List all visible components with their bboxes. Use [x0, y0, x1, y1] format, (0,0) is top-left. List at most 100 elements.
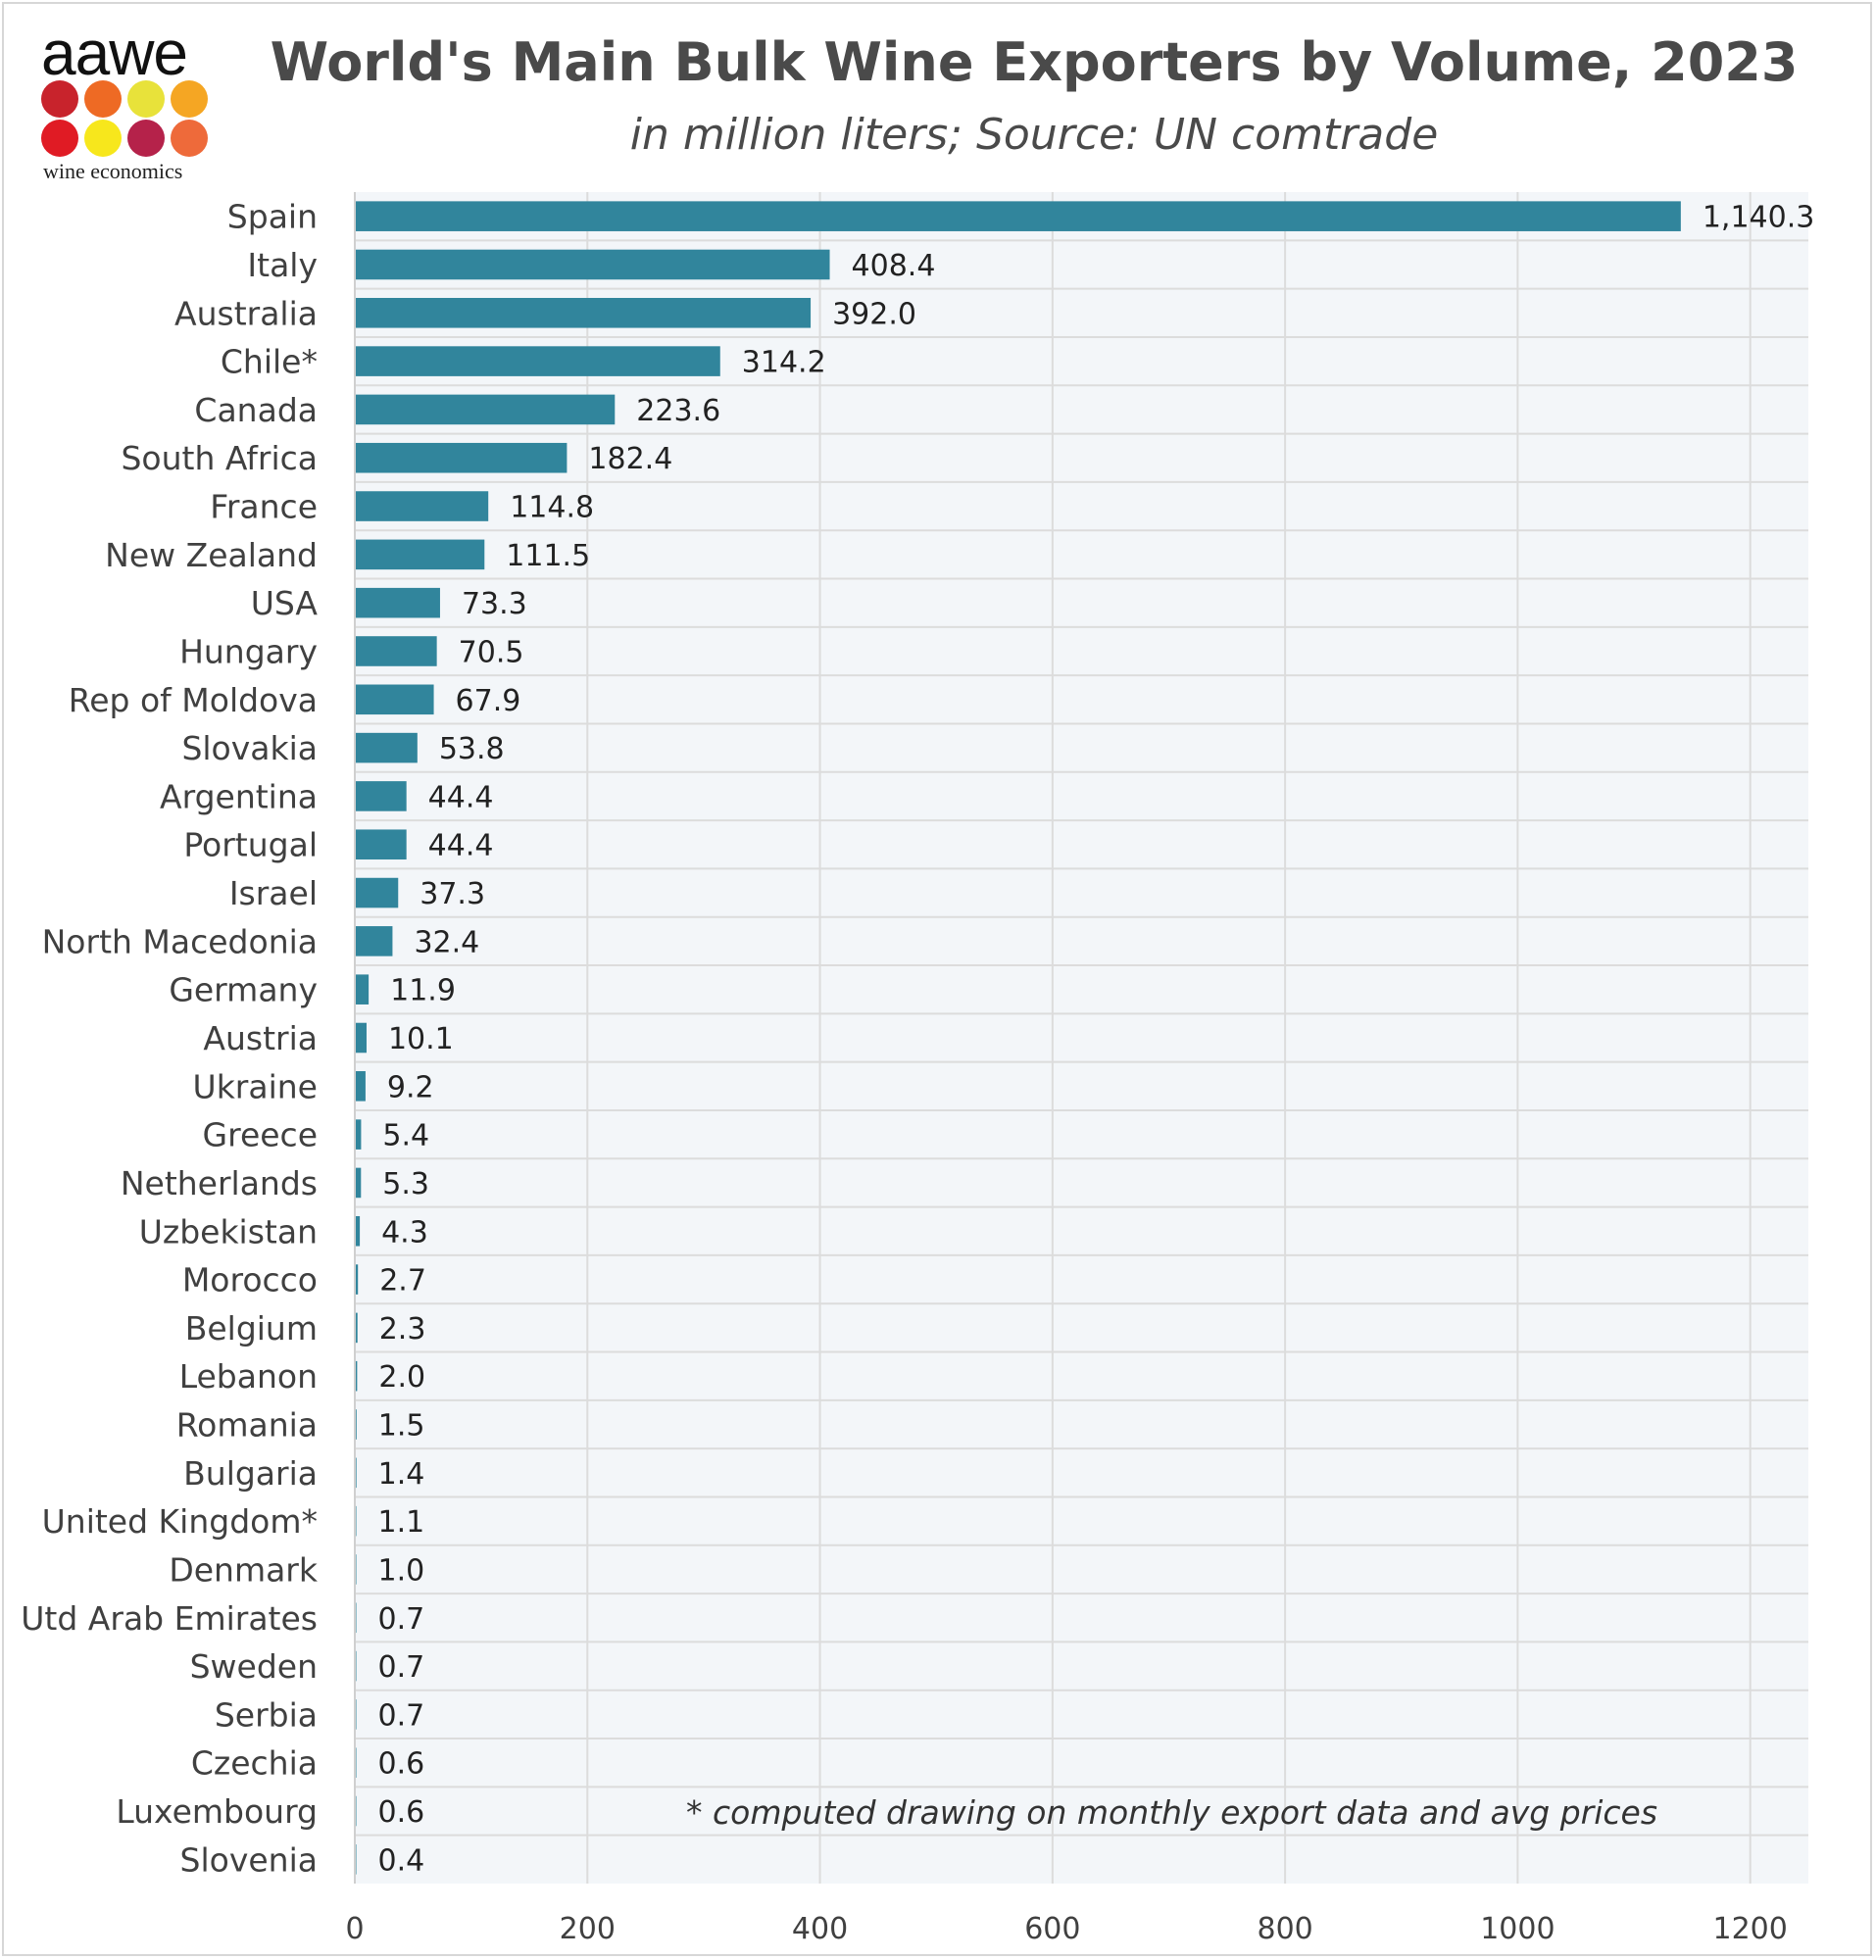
x-tick-label: 0 — [345, 1912, 364, 1946]
logo-dot — [171, 80, 208, 118]
category-label: USA — [251, 584, 319, 622]
x-tick-label: 400 — [792, 1912, 848, 1946]
category-label: Greece — [203, 1116, 318, 1154]
category-label: Netherlands — [121, 1164, 318, 1202]
value-label: 11.9 — [390, 974, 456, 1008]
category-label: Sweden — [190, 1647, 318, 1686]
category-label: Utd Arab Emirates — [21, 1599, 318, 1638]
category-label: Portugal — [183, 826, 318, 864]
bar — [355, 201, 1681, 231]
x-tick-label: 600 — [1024, 1912, 1080, 1946]
value-label: 1.0 — [378, 1553, 425, 1588]
category-label: North Macedonia — [42, 922, 318, 960]
value-label: 5.4 — [382, 1119, 429, 1153]
value-label: 114.8 — [510, 491, 594, 525]
category-label: Bulgaria — [183, 1454, 318, 1493]
chart-subtitle: in million liters; Source: UN comtrade — [629, 110, 1439, 160]
value-label: 0.7 — [378, 1602, 425, 1637]
value-label: 1.4 — [378, 1457, 425, 1492]
category-label: Canada — [194, 391, 318, 429]
category-label: France — [210, 488, 318, 526]
bar — [355, 1312, 358, 1344]
value-label: 1,140.3 — [1703, 201, 1815, 235]
chart-title: World's Main Bulk Wine Exporters by Volu… — [270, 31, 1799, 93]
category-label: Lebanon — [179, 1357, 318, 1396]
value-label: 53.8 — [439, 732, 505, 766]
value-label: 314.2 — [742, 346, 826, 380]
value-label: 70.5 — [459, 635, 524, 669]
bar — [355, 587, 440, 618]
value-label: 0.6 — [378, 1795, 425, 1830]
category-label: Hungary — [179, 632, 318, 670]
chart-footnote: * computed drawing on monthly export dat… — [686, 1793, 1658, 1832]
value-label: 0.7 — [378, 1698, 425, 1733]
category-label: Denmark — [169, 1550, 319, 1589]
value-label: 1.1 — [378, 1505, 425, 1540]
bar — [355, 346, 720, 376]
value-label: 73.3 — [462, 587, 527, 621]
logo-dot — [41, 120, 78, 157]
bar — [355, 1360, 358, 1392]
category-label: Morocco — [182, 1261, 318, 1299]
category-label: Chile* — [221, 343, 318, 381]
value-label: 37.3 — [420, 877, 485, 911]
category-label: Rep of Moldova — [69, 681, 318, 719]
category-label: Serbia — [215, 1695, 318, 1734]
category-label: South Africa — [121, 439, 318, 477]
category-label: Slovakia — [181, 729, 318, 767]
bar — [355, 394, 616, 425]
bar — [355, 249, 830, 280]
bar — [355, 1022, 367, 1054]
category-label: Germany — [169, 971, 318, 1009]
logo-dot — [84, 120, 122, 157]
value-label: 408.4 — [852, 249, 936, 283]
value-label: 32.4 — [414, 925, 479, 959]
bar — [355, 781, 407, 811]
logo-dots — [41, 80, 218, 159]
bar — [355, 1119, 362, 1150]
value-label: 44.4 — [428, 780, 494, 814]
value-label: 9.2 — [387, 1070, 434, 1104]
category-label: Czechia — [191, 1744, 318, 1783]
value-label: 2.7 — [379, 1264, 426, 1298]
bar — [355, 1167, 362, 1199]
bar — [355, 442, 568, 473]
bar — [355, 1071, 366, 1102]
bar — [355, 732, 418, 763]
value-label: 0.7 — [378, 1650, 425, 1685]
value-label: 5.3 — [382, 1167, 429, 1201]
value-label: 223.6 — [636, 394, 720, 428]
logo-dot — [127, 120, 165, 157]
category-label: Argentina — [160, 777, 318, 815]
logo-dot — [171, 120, 208, 157]
category-label: United Kingdom* — [42, 1502, 318, 1541]
bar — [355, 491, 489, 521]
category-label: Slovenia — [180, 1840, 318, 1879]
x-tick-label: 1200 — [1713, 1912, 1788, 1946]
category-label: Israel — [229, 874, 318, 912]
aawe-logo: aawe wine economics — [39, 18, 225, 186]
bar — [355, 636, 437, 666]
category-label: Australia — [174, 294, 318, 332]
value-label: 0.6 — [378, 1747, 425, 1782]
bar — [355, 1264, 359, 1295]
value-label: 0.4 — [378, 1843, 425, 1878]
logo-dot — [84, 80, 122, 118]
category-label: Austria — [203, 1019, 318, 1057]
category-label: Romania — [176, 1406, 318, 1445]
x-tick-label: 200 — [560, 1912, 616, 1946]
bar — [355, 829, 407, 860]
bar — [355, 926, 393, 956]
value-label: 67.9 — [456, 684, 521, 718]
bar — [355, 1215, 361, 1247]
category-label: Spain — [227, 198, 318, 236]
value-label: 2.3 — [379, 1312, 426, 1347]
value-label: 1.5 — [378, 1409, 425, 1444]
value-label: 182.4 — [588, 442, 672, 476]
value-label: 44.4 — [428, 829, 494, 863]
plot-area — [355, 192, 1808, 1884]
category-label: Uzbekistan — [139, 1212, 318, 1250]
value-label: 2.0 — [378, 1360, 425, 1395]
